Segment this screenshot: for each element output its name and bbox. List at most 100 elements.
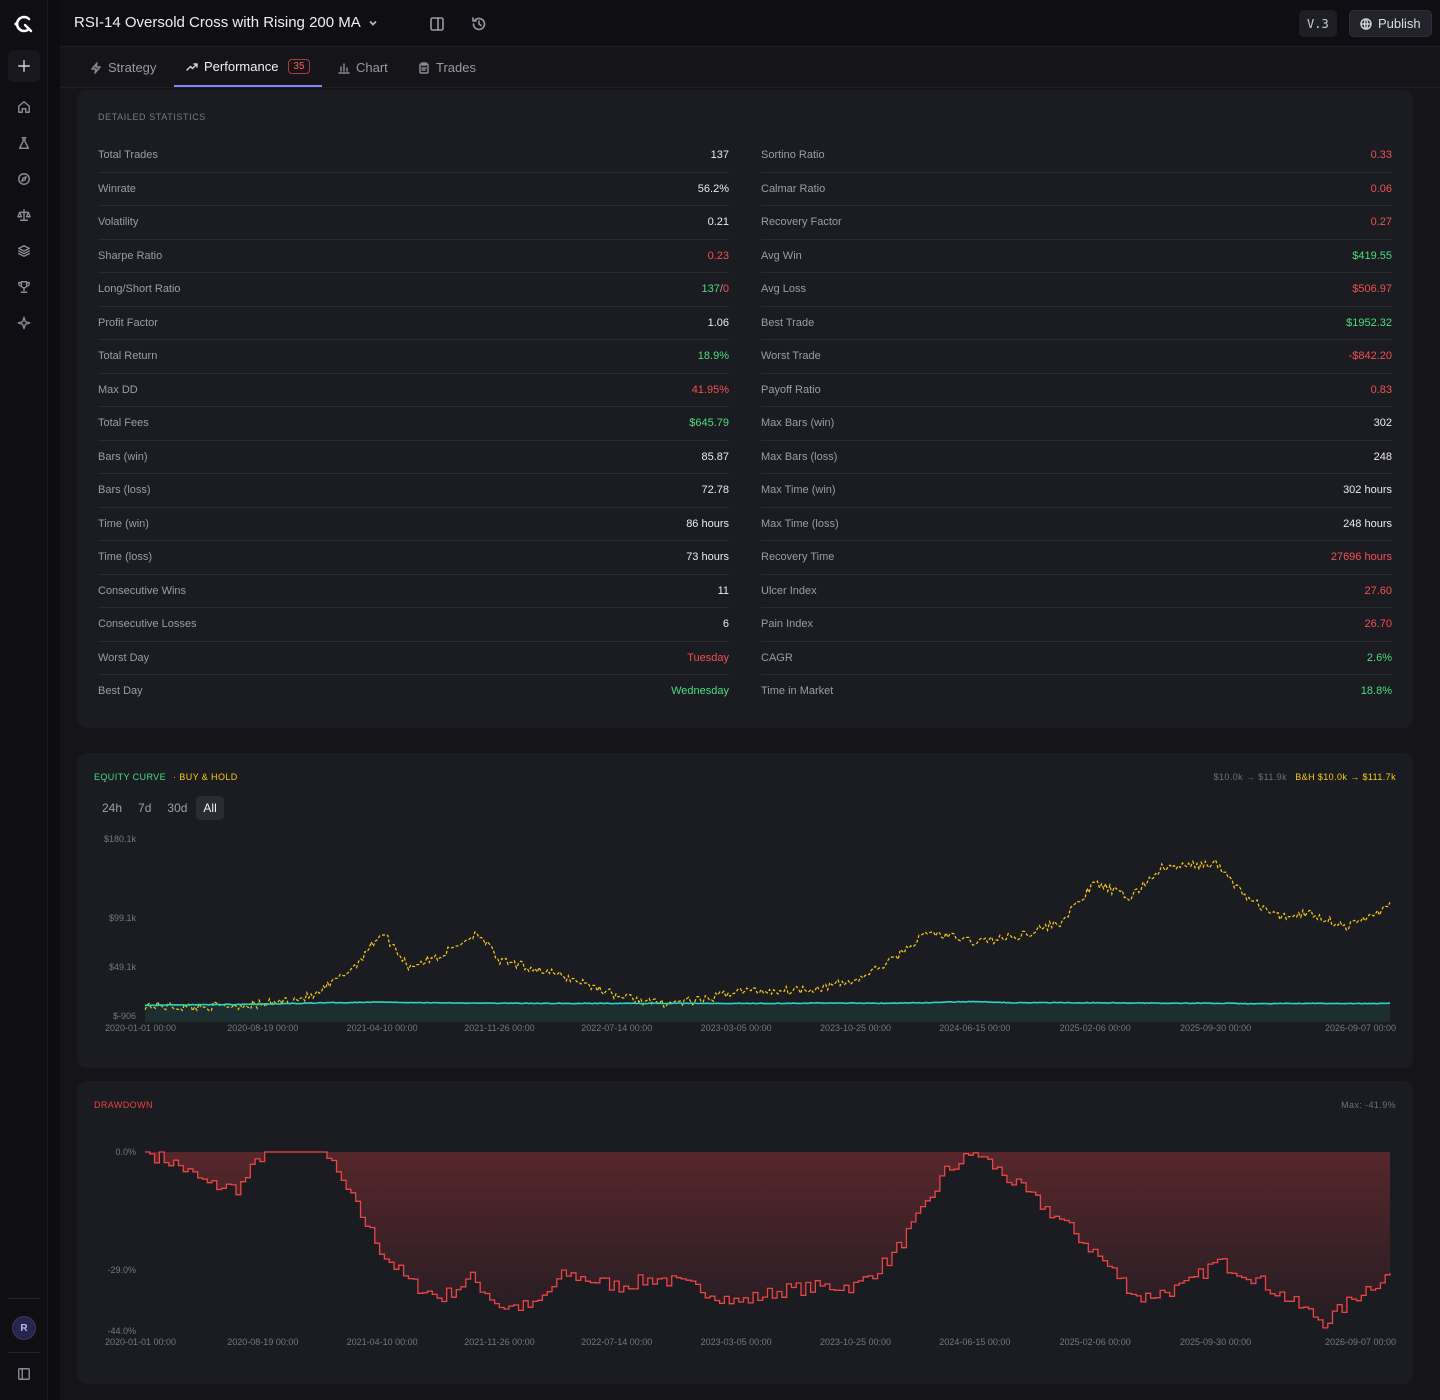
stat-label: Consecutive Wins <box>98 584 187 597</box>
buy-hold-line <box>144 858 1391 1013</box>
globe-icon <box>1360 17 1372 30</box>
x-tick-label: 2021-11-26 00:00 <box>464 1023 534 1033</box>
x-tick-label: 2024-06-15 00:00 <box>939 1337 1010 1347</box>
stat-label: Worst Trade <box>761 350 821 362</box>
stat-value: 0.06 <box>1370 182 1392 195</box>
x-tick-label: 2025-02-06 00:00 <box>1060 1023 1131 1033</box>
section-title: DETAILED STATISTICS <box>98 112 206 122</box>
stat-label: Bars (win) <box>98 450 148 463</box>
stat-label: Avg Win <box>761 249 802 262</box>
nav-compare[interactable] <box>8 199 40 231</box>
stat-row: Consecutive Wins 11 <box>98 575 729 608</box>
buy-hold-legend: · BUY & HOLD <box>173 772 238 782</box>
stat-value: $419.55 <box>1352 249 1392 262</box>
bar-chart-icon <box>338 62 350 74</box>
range-7d-button[interactable]: 7d <box>138 801 152 815</box>
y-tick-label: $99.1k <box>109 913 137 923</box>
stat-label: Total Trades <box>98 149 158 161</box>
detailed-statistics-panel: DETAILED STATISTICS Total Trades 137 Winra… <box>77 90 1413 728</box>
stat-label: Avg Loss <box>761 283 807 295</box>
x-tick-label: 2020-01-01 00:00 <box>105 1023 176 1033</box>
stat-label: Max Time (loss) <box>761 517 839 530</box>
stat-value: 0.23 <box>707 249 729 262</box>
stat-value: Tuesday <box>687 651 729 664</box>
chevron-down-icon <box>369 20 377 26</box>
toggle-panel-button[interactable] <box>426 13 448 35</box>
publish-button[interactable]: Publish <box>1349 10 1432 37</box>
x-tick-label: 2023-03-05 00:00 <box>701 1337 772 1347</box>
compass-icon <box>18 173 30 185</box>
tab-label: Chart <box>356 60 388 75</box>
tab-trades[interactable]: Trades <box>418 48 476 87</box>
trades-count-badge: 35 <box>288 59 310 74</box>
x-tick-label: 2026-09-07 00:00 <box>1325 1023 1396 1033</box>
equity-chart[interactable]: $180.1k $99.1k $49.1k $-906 2020-01-01 00:00… <box>77 753 1413 1068</box>
stat-row: Payoff Ratio 0.83 <box>761 374 1392 407</box>
tab-label: Strategy <box>108 60 157 75</box>
max-drawdown-label: Max: -41.9% <box>1341 1100 1396 1110</box>
stat-label: CAGR <box>761 651 793 664</box>
stat-row: Max Time (win) 302 hours <box>761 474 1392 508</box>
x-tick-label: 2020-08-19 00:00 <box>227 1023 298 1033</box>
logo-icon[interactable] <box>12 12 36 36</box>
range-30d-button[interactable]: 30d <box>167 801 188 815</box>
stat-label: Volatility <box>98 216 139 228</box>
stat-row: Sortino Ratio 0.33 <box>761 139 1392 173</box>
drawdown-panel: DRAWDOWN Max: -41.9% 0.0% -29.0% -44.0% 202… <box>77 1081 1413 1384</box>
strategy-title-dropdown[interactable]: RSI-14 Oversold Cross with Rising 200 MA <box>74 14 379 31</box>
stat-value: 18.8% <box>1360 685 1392 697</box>
stat-row: CAGR 2.6% <box>761 642 1392 675</box>
stat-value: 0.21 <box>707 216 729 228</box>
tab-chart[interactable]: Chart <box>338 48 388 87</box>
x-tick-label: 2025-09-30 00:00 <box>1180 1337 1251 1347</box>
sidebar-divider <box>8 1352 40 1353</box>
layers-icon <box>18 245 30 257</box>
stat-row: Bars (loss) 72.78 <box>98 474 729 508</box>
toggle-sidebar-button[interactable] <box>8 1358 40 1390</box>
drawdown-chart[interactable]: 0.0% -29.0% -44.0%2020-01-01 00:00 2020-08-… <box>77 1081 1413 1384</box>
publish-label: Publish <box>1378 16 1421 31</box>
nav-leaderboard[interactable] <box>8 271 40 303</box>
range-24h-button[interactable]: 24h <box>102 801 123 815</box>
tab-performance[interactable]: Performance 35 <box>174 48 322 87</box>
new-strategy-button[interactable] <box>8 50 40 82</box>
avatar[interactable]: R <box>12 1316 36 1340</box>
stat-label: Winrate <box>98 182 136 195</box>
x-tick-label: 2022-07-14 00:00 <box>581 1337 652 1347</box>
stat-label: Pain Index <box>761 618 813 630</box>
y-tick-label: -44.0% <box>107 1326 136 1336</box>
time-range-selector: 24h 7d 30d All <box>95 796 224 820</box>
stat-label: Bars (loss) <box>98 484 151 496</box>
nav-ai[interactable] <box>8 307 40 339</box>
stat-value: 137/0 <box>701 283 729 295</box>
stat-row: Sharpe Ratio 0.23 <box>98 240 729 273</box>
stat-value: 0.83 <box>1370 383 1392 396</box>
range-all-button[interactable]: All <box>196 796 224 820</box>
stat-value: 72.78 <box>701 484 729 496</box>
x-tick-label: 2020-08-19 00:00 <box>227 1337 298 1347</box>
y-tick-label: $49.1k <box>109 962 137 972</box>
x-tick-label: 2023-10-25 00:00 <box>820 1023 891 1033</box>
x-tick-label: 2022-07-14 00:00 <box>581 1023 652 1033</box>
equity-curve-panel: EQUITY CURVE · BUY & HOLD $10.0k → $11.9… <box>77 753 1413 1068</box>
stat-label: Total Fees <box>98 417 149 429</box>
nav-layers[interactable] <box>8 235 40 267</box>
stat-value: $1952.32 <box>1346 316 1392 329</box>
stat-value: 302 <box>1373 417 1392 429</box>
history-icon <box>472 17 486 31</box>
stat-label: Max Time (win) <box>761 484 836 496</box>
tab-strategy[interactable]: Strategy <box>90 48 156 87</box>
tab-label: Trades <box>436 60 476 75</box>
nav-explore[interactable] <box>8 163 40 195</box>
stat-row: Total Fees $645.79 <box>98 407 729 441</box>
version-badge[interactable]: V.3 <box>1299 10 1337 37</box>
scale-icon <box>17 209 31 221</box>
stat-value: Wednesday <box>671 685 729 697</box>
stat-row: Consecutive Losses 6 <box>98 608 729 642</box>
nav-home[interactable] <box>8 91 40 123</box>
stat-label: Time (loss) <box>98 551 152 563</box>
nav-lab[interactable] <box>8 127 40 159</box>
history-button[interactable] <box>468 13 490 35</box>
stat-value: -$842.20 <box>1348 350 1392 362</box>
equity-summary: $10.0k → $11.9k <box>1213 772 1287 782</box>
